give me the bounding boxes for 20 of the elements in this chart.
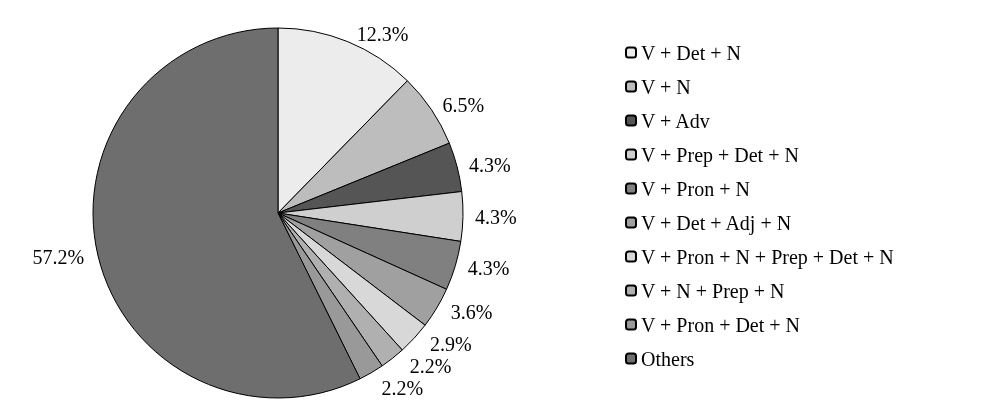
data-label: 4.3%	[468, 153, 511, 176]
legend-label: V + Det + Adj + N	[641, 211, 792, 235]
legend-label: Others	[641, 347, 695, 370]
data-label: 4.3%	[474, 205, 517, 228]
data-label: 2.9%	[430, 332, 472, 355]
legend-label: V + Pron + N + Prep + Det + N	[641, 245, 894, 269]
legend-label: V + Det + N	[641, 41, 741, 64]
legend-label: V + Pron + Det + N	[641, 313, 801, 336]
data-label: 12.3%	[356, 23, 409, 46]
legend-label: V + N + Prep + N	[641, 279, 785, 303]
data-label: 2.2%	[381, 376, 424, 399]
legend-label: V + Adv	[641, 109, 710, 132]
data-label: 57.2%	[32, 245, 85, 268]
legend-label: V + Prep + Det + N	[641, 143, 799, 167]
data-label: 3.6%	[450, 300, 493, 323]
data-label: 6.5%	[442, 94, 485, 117]
data-label: 2.2%	[409, 354, 452, 377]
legend-label: V + Pron + N	[641, 177, 750, 200]
data-label: 4.3%	[467, 257, 510, 280]
legend-label: V + N	[641, 75, 691, 98]
